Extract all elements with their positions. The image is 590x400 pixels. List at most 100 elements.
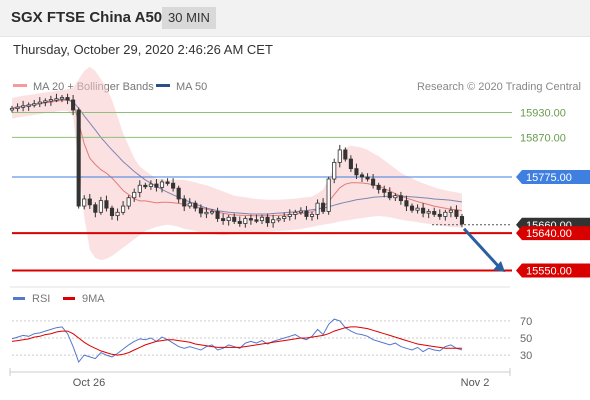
- candle-body: [137, 184, 142, 193]
- candle-body: [226, 216, 231, 222]
- candle: [282, 212, 287, 222]
- legend-swatch-ma20: [13, 84, 27, 87]
- candle: [243, 216, 248, 228]
- level-label-15930.00: 15930.00: [520, 107, 566, 119]
- candle-body: [243, 218, 248, 224]
- level-text-15930.00: 15930.00: [520, 107, 566, 119]
- candle-body: [448, 209, 453, 213]
- candle-body: [276, 218, 281, 221]
- candle: [332, 158, 337, 184]
- candle-body: [15, 106, 20, 109]
- candle-body: [404, 200, 409, 207]
- instrument-title: SGX FTSE China A50: [11, 9, 163, 26]
- candle-body: [65, 97, 70, 101]
- candle: [309, 211, 315, 221]
- candle: [87, 193, 92, 209]
- rsi-tick-50: 50: [520, 333, 532, 345]
- candle: [343, 147, 348, 162]
- candle: [382, 185, 387, 198]
- candle: [143, 182, 148, 190]
- candle: [159, 179, 165, 193]
- level-label-15550.00: 15550.00: [516, 263, 590, 278]
- candle-body: [132, 191, 137, 199]
- candle-body: [337, 149, 342, 163]
- candle: [237, 216, 242, 227]
- candle-body: [182, 198, 187, 207]
- candle: [293, 209, 298, 220]
- candle-body: [126, 197, 131, 207]
- candle-body: [26, 104, 31, 107]
- candle: [148, 180, 153, 190]
- attribution: Research © 2020 Trading Central: [417, 81, 581, 93]
- candle: [437, 209, 442, 220]
- legend-swatch-ma50: [156, 84, 170, 87]
- candle: [59, 95, 65, 103]
- candle: [232, 213, 237, 224]
- candle: [221, 213, 226, 225]
- candle: [109, 205, 115, 220]
- candle-body: [221, 218, 226, 222]
- candle: [98, 196, 103, 215]
- candle: [415, 204, 420, 214]
- candle-body: [32, 103, 37, 106]
- candle: [459, 213, 465, 228]
- level-tag-15640.00: [516, 226, 590, 241]
- candle-body: [54, 98, 59, 101]
- candle: [421, 203, 426, 218]
- candle-body: [398, 195, 403, 202]
- candle-body: [93, 204, 98, 213]
- candle: [165, 178, 170, 186]
- candle-body: [459, 216, 465, 225]
- timeframe-badge[interactable]: 30 MIN: [162, 7, 216, 29]
- candle: [393, 193, 398, 202]
- level-label-15640.00: 15640.00: [516, 226, 590, 241]
- level-tag-15550.00: [516, 263, 590, 278]
- candle-body: [154, 183, 159, 188]
- candle-body: [82, 198, 87, 207]
- candle-body: [432, 211, 437, 215]
- candle: [326, 176, 331, 215]
- candle: [37, 97, 42, 108]
- candle-body: [71, 99, 76, 111]
- candle-body: [109, 207, 115, 217]
- candle: [32, 100, 37, 108]
- rsi-legend-swatch-1: [63, 297, 75, 300]
- candle-body: [59, 97, 65, 100]
- rsi-tick-30: 30: [520, 350, 532, 362]
- candle: [298, 207, 303, 215]
- rsi-legend-label-1: 9MA: [82, 293, 105, 305]
- level-text-15870.00: 15870.00: [520, 132, 566, 144]
- timestamp: Thursday, October 29, 2020 2:46:26 AM CE…: [13, 42, 273, 57]
- candle-body: [237, 221, 242, 224]
- candle-body: [365, 176, 370, 180]
- candle: [176, 185, 181, 204]
- candle-body: [193, 202, 198, 209]
- chart-header: SGX FTSE China A50 30 MIN: [0, 0, 590, 37]
- candle: [171, 178, 176, 192]
- candle: [121, 201, 126, 215]
- candle: [215, 207, 220, 222]
- candle: [26, 102, 31, 111]
- candle: [65, 93, 70, 105]
- candle: [371, 174, 376, 189]
- candle: [254, 214, 259, 224]
- candle: [404, 195, 409, 212]
- candle: [182, 195, 187, 212]
- candle-body: [104, 200, 109, 209]
- candle: [276, 216, 281, 223]
- candle: [76, 107, 81, 209]
- candle-body: [421, 207, 426, 214]
- candle: [126, 195, 131, 210]
- candle: [104, 195, 109, 212]
- level-text-15550.00: 15550.00: [526, 266, 572, 278]
- candle-body: [176, 187, 181, 200]
- candle-body: [43, 100, 48, 103]
- candle-body: [282, 216, 287, 219]
- candle: [193, 200, 198, 212]
- candle-body: [321, 202, 326, 212]
- candle: [387, 187, 392, 201]
- candle: [204, 207, 209, 219]
- candle-body: [9, 107, 15, 111]
- candle-body: [148, 183, 153, 187]
- rsi-tick-70: 70: [520, 316, 532, 328]
